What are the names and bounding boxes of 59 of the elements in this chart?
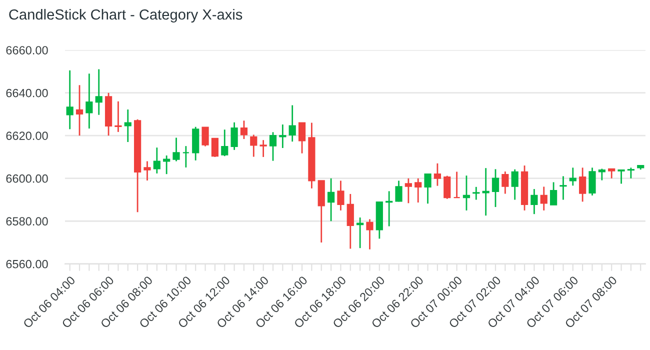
candlestick: [260, 139, 267, 158]
candlestick: [618, 169, 625, 184]
candlestick: [153, 146, 160, 174]
candlestick: [569, 166, 576, 186]
chart-title: CandleStick Chart - Category X-axis: [9, 8, 242, 23]
candlestick: [279, 124, 286, 149]
candlestick: [356, 216, 364, 249]
candlestick: [298, 122, 306, 154]
candlestick: [444, 175, 451, 200]
candlestick: [163, 154, 170, 175]
candlestick: [230, 122, 238, 151]
candlestick: [124, 108, 132, 143]
candlestick: [472, 186, 480, 200]
candlestick: [608, 168, 616, 180]
candlestick: [540, 186, 548, 212]
y-tick-label: 6600.00: [6, 174, 48, 183]
candlestick: [530, 188, 538, 215]
candlestick: [579, 166, 586, 202]
candlestick: [627, 166, 634, 180]
candlestick: [76, 84, 84, 136]
candlestick: [588, 166, 596, 196]
candlestick: [598, 168, 606, 181]
candlestick: [192, 126, 200, 162]
y-tick-label: 6660.00: [6, 46, 48, 54]
y-tick-label: 6560.00: [6, 260, 48, 268]
candlestick: [327, 178, 335, 222]
candlestick: [337, 180, 344, 212]
y-tick-label: 6620.00: [6, 132, 48, 140]
candlestick: [221, 128, 228, 157]
candlestick: [511, 168, 518, 200]
candlestick: [560, 176, 567, 200]
y-tick-label: 6580.00: [6, 217, 48, 226]
candlestick: [250, 134, 258, 158]
candlestick: [492, 168, 500, 208]
candlestick: [95, 68, 102, 116]
candlestick: [386, 190, 393, 227]
y-tick-label: 6640.00: [6, 88, 48, 98]
candlestick: [424, 173, 432, 204]
candlestick: [462, 174, 470, 212]
candlestick: [502, 170, 509, 194]
candlestick: [395, 180, 402, 202]
candlestick: [114, 100, 122, 133]
candlestick: [144, 160, 151, 182]
candlestick: [414, 178, 422, 204]
candlestick: [172, 137, 180, 162]
candlestick: [240, 120, 248, 140]
candlestick: [66, 70, 74, 130]
candlestick: [366, 218, 374, 250]
candlestick: [434, 162, 442, 187]
candlestick: [550, 182, 558, 206]
candlestick: [404, 178, 412, 204]
candlestick: [453, 171, 460, 198]
candlestick: [346, 193, 354, 250]
candlestick: [269, 131, 277, 162]
candlestick: [202, 126, 209, 147]
candlestick: [182, 145, 190, 168]
candlestick: [211, 138, 219, 158]
candlestick: [288, 104, 296, 142]
candlestick: [86, 72, 93, 130]
